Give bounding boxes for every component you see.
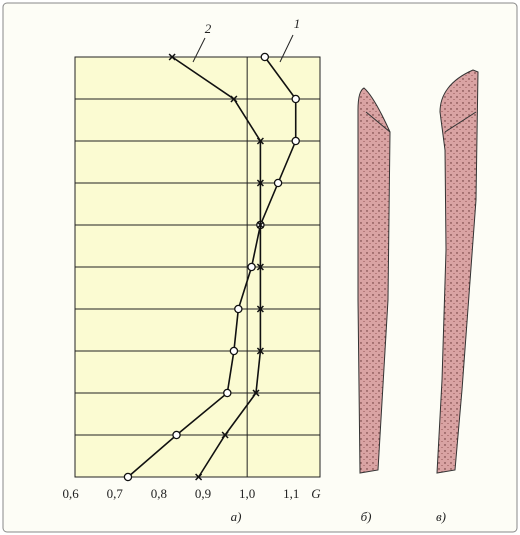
x-tick-label: 1,0 — [239, 486, 255, 501]
marker-circle — [261, 53, 268, 60]
page: {"chart_data": {"type": "line", "orienta… — [0, 0, 520, 535]
panel-label: б) — [361, 509, 372, 524]
x-tick-label: 0,8 — [151, 486, 167, 501]
marker-circle — [124, 473, 131, 480]
figure: 1 2 G а) б) в) 0,6 0,7 0,8 0,9 1,0 1,1 — [0, 0, 520, 535]
marker-circle — [274, 179, 281, 186]
marker-circle — [248, 263, 255, 270]
panel-label: а) — [231, 509, 242, 524]
marker-circle — [230, 347, 237, 354]
x-tick-label: 0,9 — [195, 486, 211, 501]
series-label: 1 — [294, 16, 301, 31]
panel-label: в) — [436, 509, 446, 524]
x-tick-label: 0,7 — [107, 486, 124, 501]
marker-circle — [224, 389, 231, 396]
marker-circle — [235, 305, 242, 312]
x-axis-label: G — [311, 486, 321, 501]
series-label: 2 — [205, 21, 212, 36]
marker-circle — [173, 431, 180, 438]
marker-circle — [292, 137, 299, 144]
x-tick-label: 0,6 — [62, 486, 79, 501]
x-tick-label: 1,1 — [283, 486, 299, 501]
marker-circle — [292, 95, 299, 102]
